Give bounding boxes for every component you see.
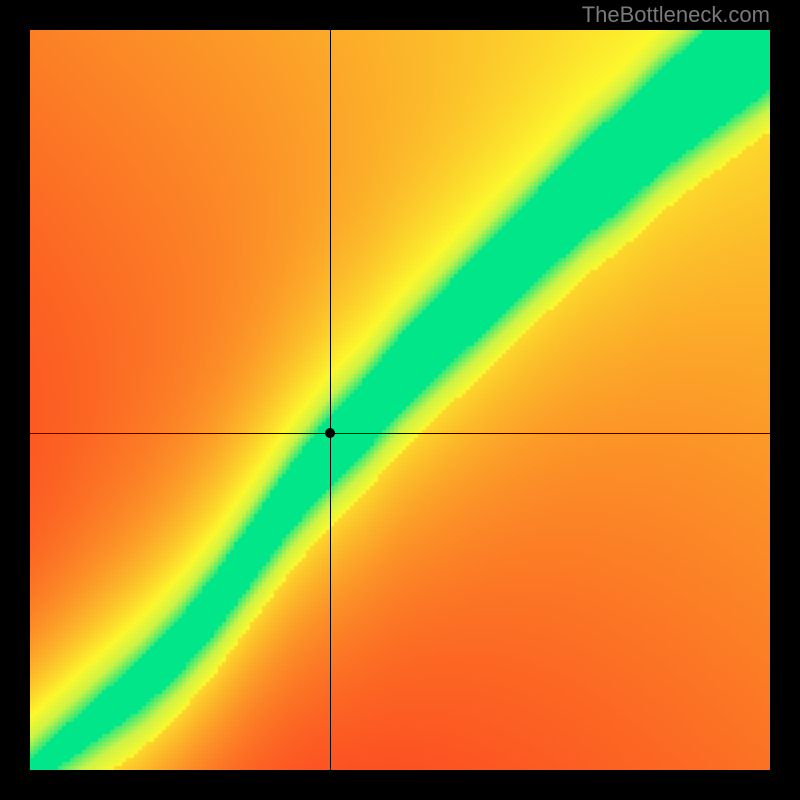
- plot-area: [30, 30, 770, 770]
- watermark-text: TheBottleneck.com: [582, 2, 770, 28]
- marker-dot: [325, 428, 335, 438]
- heatmap-canvas: [30, 30, 770, 770]
- chart-frame: TheBottleneck.com: [0, 0, 800, 800]
- crosshair-horizontal: [30, 433, 770, 434]
- crosshair-vertical: [330, 30, 331, 770]
